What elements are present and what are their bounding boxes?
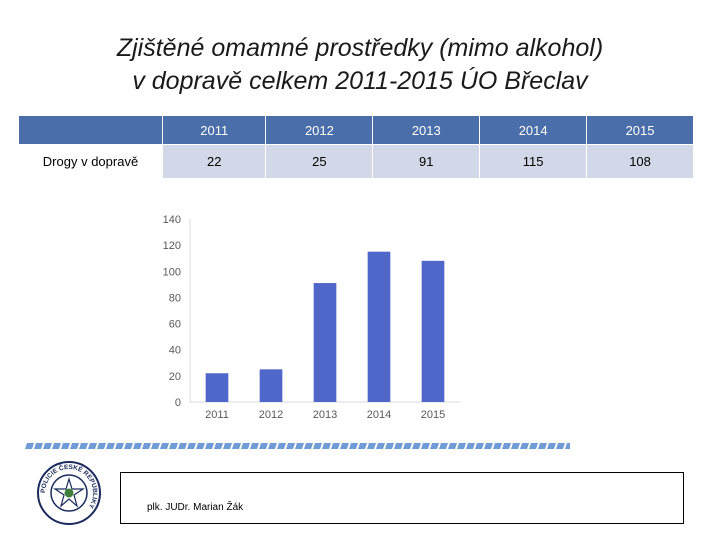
table-header-cell: 2015 <box>586 115 694 145</box>
table-cell: 25 <box>265 144 374 179</box>
x-tick-label: 2013 <box>313 409 337 421</box>
y-tick-label: 60 <box>169 319 181 331</box>
table-header-row: 2011 2012 2013 2014 2015 <box>18 115 694 145</box>
y-tick-label: 100 <box>163 266 181 278</box>
police-logo-icon: POLICIE ČESKÉ REPUBLIKY <box>37 461 101 525</box>
table-row: Drogy v dopravě 22 25 91 115 108 <box>18 144 694 179</box>
x-tick-label: 2012 <box>259 409 283 421</box>
title-line-1: Zjištěné omamné prostředky (mimo alkohol… <box>116 34 604 62</box>
y-tick-label: 120 <box>163 240 181 252</box>
table-row-label: Drogy v dopravě <box>18 144 163 179</box>
y-tick-label: 40 <box>169 345 181 357</box>
table-cell: 22 <box>161 144 267 179</box>
x-tick-label: 2014 <box>367 409 391 421</box>
table-header-cell: 2012 <box>265 115 374 145</box>
footer-box <box>120 472 684 524</box>
bar-2011 <box>205 373 229 402</box>
table-cell: 91 <box>372 144 481 179</box>
y-tick-label: 140 <box>163 214 181 226</box>
y-tick-label: 0 <box>175 397 181 409</box>
table-cell: 115 <box>479 144 588 179</box>
x-tick-label: 2015 <box>421 409 445 421</box>
bar-2013 <box>313 283 337 402</box>
table-header-cell: 2013 <box>372 115 481 145</box>
table-corner-cell <box>18 115 163 145</box>
table-header-cell: 2014 <box>479 115 588 145</box>
y-tick-label: 20 <box>169 371 181 383</box>
table-cell: 108 <box>586 144 694 179</box>
title-line-2: v dopravě celkem 2011-2015 ÚO Břeclav <box>132 67 588 95</box>
bar-2012 <box>259 369 283 402</box>
slide-title: Zjištěné omamné prostředky (mimo alkohol… <box>40 32 680 98</box>
author-name: plk. JUDr. Marian Žák <box>147 502 244 513</box>
y-tick-label: 80 <box>169 292 181 304</box>
bar-2014 <box>367 251 391 402</box>
table-header-cell: 2011 <box>161 115 267 145</box>
decorative-stripe <box>25 443 570 449</box>
bar-chart: 0 20 40 60 80 100 120 140 2011 2012 2013 2014 2015 <box>163 214 460 421</box>
bar-2015 <box>421 260 445 402</box>
x-tick-label: 2011 <box>205 409 229 421</box>
data-table: 2011 2012 2013 2014 2015 Drogy v dopravě… <box>18 115 694 179</box>
